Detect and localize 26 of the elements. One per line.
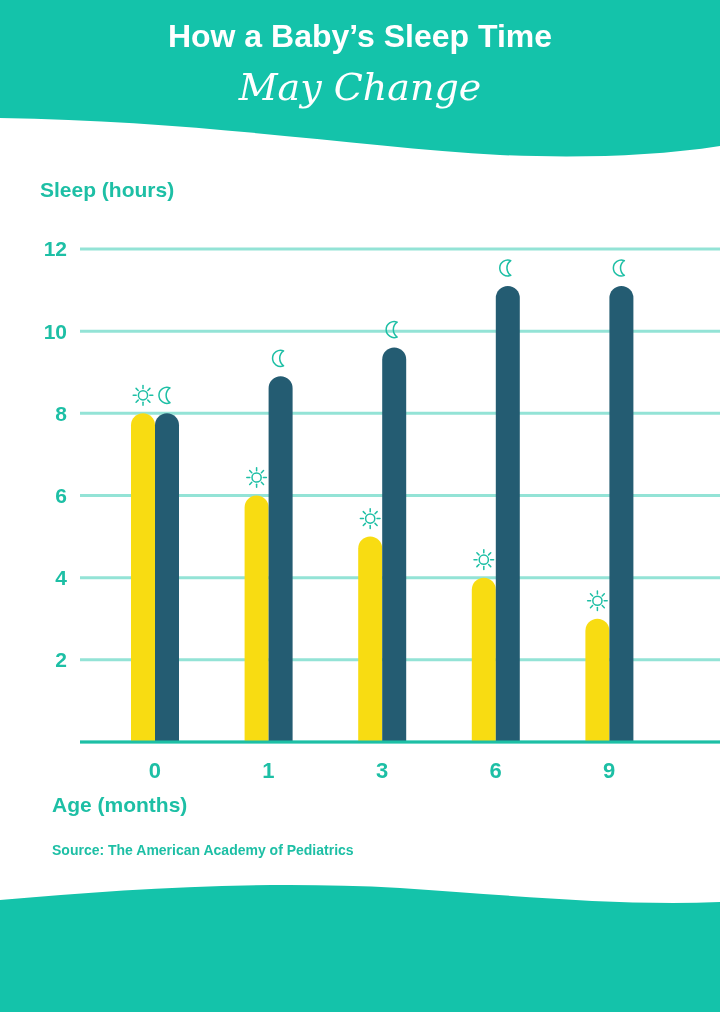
bar [131, 413, 155, 742]
y-tick-label: 2 [55, 648, 67, 672]
chart-subtitle: May Change [238, 65, 482, 109]
bar [268, 376, 293, 742]
bar [585, 618, 610, 742]
x-tick-label: 1 [262, 757, 275, 783]
y-tick-label: 4 [55, 566, 68, 590]
y-tick-label: 12 [43, 237, 67, 261]
source-note: Source: The American Academy of Pediatrics [52, 842, 354, 858]
y-tick-label: 10 [43, 319, 67, 343]
bar [609, 285, 634, 742]
x-axis-title: Age (months) [52, 793, 188, 816]
bar [471, 577, 496, 742]
y-tick-label: 6 [55, 483, 67, 507]
y-axis-title: Sleep (hours) [40, 178, 175, 201]
bar [244, 495, 269, 742]
bar [358, 536, 383, 742]
x-tick-label: 0 [148, 757, 161, 783]
bar [495, 285, 520, 742]
x-tick-label: 3 [375, 757, 389, 783]
y-tick-label: 8 [55, 401, 68, 425]
bar [155, 413, 179, 742]
x-tick-label: 9 [603, 757, 616, 783]
bar [382, 347, 407, 742]
chart-title: How a Baby’s Sleep Time [167, 18, 553, 54]
x-tick-label: 6 [489, 757, 502, 783]
